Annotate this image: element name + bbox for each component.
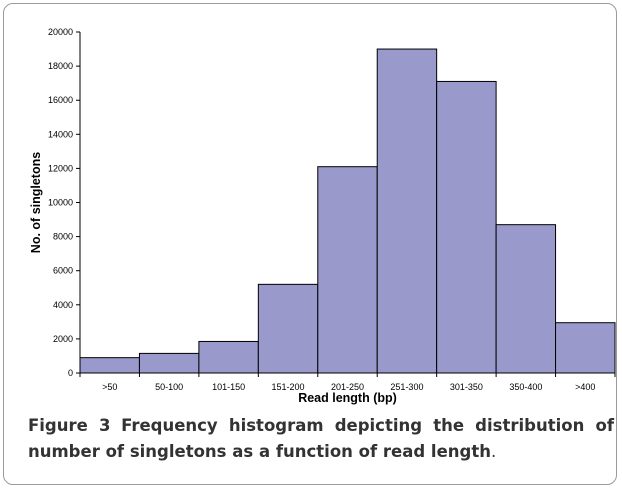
y-tick-label: 16000 bbox=[48, 95, 73, 105]
figure-caption: Figure 3 Frequency histogram depicting t… bbox=[28, 413, 614, 465]
y-tick-label: 0 bbox=[68, 368, 73, 378]
caption-end: . bbox=[490, 442, 497, 461]
x-tick-label: 151-200 bbox=[272, 382, 305, 392]
y-tick-label: 8000 bbox=[53, 232, 73, 242]
y-tick-label: 10000 bbox=[48, 198, 73, 208]
figure-frame: 0 2000 4000 6000 8000 10000 12000 14000 16000 180… bbox=[3, 3, 617, 485]
bar-7 bbox=[495, 224, 557, 374]
x-tick-label: 101-150 bbox=[212, 382, 245, 392]
bar-8 bbox=[555, 322, 616, 374]
bars-group bbox=[79, 48, 616, 374]
y-axis-label: No. of singletons bbox=[29, 152, 43, 253]
x-tick-label: 50-100 bbox=[155, 382, 183, 392]
y-tick-label: 14000 bbox=[48, 129, 73, 139]
bar-6 bbox=[436, 80, 497, 374]
bar-0 bbox=[79, 357, 140, 374]
x-tick-label: 201-250 bbox=[331, 382, 364, 392]
y-tick-label: 20000 bbox=[48, 27, 73, 37]
bar-1 bbox=[138, 352, 200, 374]
y-tick-label: 6000 bbox=[53, 266, 73, 276]
x-axis-label: Read length (bp) bbox=[298, 391, 397, 405]
bar-5 bbox=[376, 48, 438, 374]
x-tick-label: >50 bbox=[102, 382, 117, 392]
histogram-chart: 0 2000 4000 6000 8000 10000 12000 14000 16000 180… bbox=[29, 27, 616, 405]
bar-3 bbox=[257, 283, 319, 374]
y-tick-label: 4000 bbox=[53, 300, 73, 310]
caption-label: Figure 3 bbox=[28, 416, 111, 435]
bar-4 bbox=[317, 166, 378, 374]
x-tick-label: >400 bbox=[575, 382, 595, 392]
x-tick-label: 301-350 bbox=[450, 382, 483, 392]
bar-2 bbox=[198, 340, 259, 374]
y-tick-label: 2000 bbox=[53, 334, 73, 344]
caption-text: Frequency histogram depicting the distri… bbox=[28, 416, 614, 461]
x-tick-label: 251-300 bbox=[390, 382, 423, 392]
y-tick-label: 12000 bbox=[48, 163, 73, 173]
x-axis-ticks: >50 50-100 101-150 151-200 201-250 251-300 301… bbox=[79, 373, 616, 392]
x-tick-label: 350-400 bbox=[509, 382, 542, 392]
y-axis-ticks: 0 2000 4000 6000 8000 10000 12000 14000 16000 180… bbox=[48, 27, 80, 378]
y-tick-label: 18000 bbox=[48, 61, 73, 71]
